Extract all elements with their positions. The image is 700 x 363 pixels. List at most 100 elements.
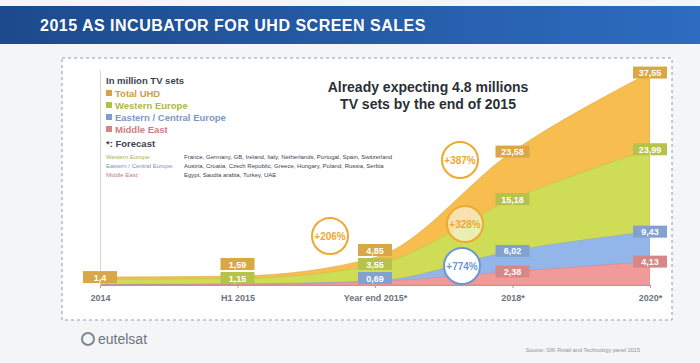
data-label: 6,02	[496, 245, 530, 257]
data-label: 1,15	[221, 272, 255, 284]
x-tick-mark	[650, 285, 651, 288]
data-label-box	[83, 271, 117, 283]
legend-entry: Western Europe	[106, 100, 188, 111]
legend-label: Middle East	[115, 124, 169, 135]
x-tick-label: Year end 2015*	[344, 293, 408, 303]
legend-swatch	[106, 114, 112, 120]
annotation: +328%	[447, 206, 483, 242]
data-label-text: 23,99	[639, 145, 662, 155]
x-tick-label: 2018*	[501, 293, 525, 303]
legend-entry: Eastern / Central Europe	[106, 112, 226, 123]
annotation-circle	[444, 248, 480, 284]
legend-swatch	[106, 90, 112, 96]
data-label-text: 0,69	[366, 274, 384, 284]
data-label: 0,69	[358, 272, 392, 284]
subtitle: Already expecting 4.8 millions	[328, 79, 529, 95]
data-label: 15,18	[496, 193, 530, 205]
data-label: 23,99	[633, 143, 667, 155]
data-label-box	[633, 67, 667, 79]
legend-entry: Total UHD	[106, 88, 160, 99]
x-tick-mark	[375, 285, 376, 288]
legend-entry: Middle East	[106, 124, 169, 135]
data-label-box	[358, 244, 392, 256]
data-label-box	[496, 146, 530, 158]
data-label-text: 4,13	[641, 257, 659, 267]
annotation-circle	[442, 142, 478, 178]
footnote-label: Eastern / Central Europe:	[106, 163, 174, 169]
x-tick-label: 2014	[90, 293, 110, 303]
data-label-box	[633, 143, 667, 155]
data-label-box	[221, 258, 255, 270]
footnote-label: Middle East:	[106, 172, 139, 178]
data-label: 4,85	[358, 244, 392, 256]
data-label: 23,58	[496, 146, 530, 158]
data-label-text: 15,18	[501, 195, 524, 205]
x-tick-label: 2020*	[639, 293, 663, 303]
annotation-label: +774%	[446, 261, 478, 272]
slide-background	[0, 0, 700, 363]
annotation-circle	[447, 206, 483, 242]
data-label-box	[358, 272, 392, 284]
legend-swatch	[106, 126, 112, 132]
area	[100, 73, 650, 285]
data-labels: 1,4 1,15 1,59 0,69 3,55 4,85 2,38 6,02 15,18 23,5…	[83, 67, 667, 284]
data-label-text: 3,55	[366, 260, 384, 270]
title-bar	[0, 6, 700, 44]
y-axis	[100, 71, 101, 286]
area	[100, 232, 650, 285]
data-label: 4,13	[633, 256, 667, 268]
source: Source: GfK Retail and Technology panel …	[526, 347, 640, 353]
title: 2015 AS INCUBATOR FOR UHD SCREEN SALES	[40, 17, 426, 34]
data-label-text: 1,15	[229, 274, 247, 284]
data-label-box	[496, 245, 530, 257]
y-axis-line	[100, 71, 101, 286]
footnote-text: Egypt, Saudia arabia, Turkey, UAE	[184, 172, 276, 178]
x-tick-mark	[513, 285, 514, 288]
annotation-circle	[312, 218, 348, 254]
data-label-text: 6,02	[504, 246, 522, 256]
data-label: 3,55	[358, 258, 392, 270]
data-label: 1,4	[83, 271, 117, 283]
data-label: 9,43	[633, 226, 667, 238]
chart-frame	[62, 58, 672, 320]
annotation-label: +328%	[449, 219, 481, 230]
x-tick: 2018*	[501, 285, 525, 303]
data-label-box	[221, 272, 255, 284]
annotation: +387%	[442, 142, 478, 178]
data-label: 1,59	[221, 258, 255, 270]
data-label-text: 9,43	[641, 227, 659, 237]
legend-label: Western Europe	[115, 100, 188, 111]
x-tick-label: H1 2015	[221, 293, 255, 303]
logo-icon	[82, 333, 94, 345]
data-label-text: 1,4	[94, 273, 107, 283]
note: *: Forecast	[106, 138, 156, 149]
data-label: 37,55	[633, 67, 667, 79]
data-label-text: 37,55	[639, 68, 662, 78]
data-label: 2,38	[496, 266, 530, 278]
footnote-label: Western Europe:	[106, 154, 151, 160]
slide: 2015 AS INCUBATOR FOR UHD SCREEN SALES 20…	[0, 0, 700, 363]
x-tick-mark	[238, 285, 239, 288]
x-tick: 2020*	[639, 285, 663, 303]
legend-label: Eastern / Central Europe	[115, 112, 226, 123]
x-tick: 2014	[90, 285, 110, 303]
data-label-text: 2,38	[504, 267, 522, 277]
data-label-box	[358, 258, 392, 270]
footnote-text: France, Germany, GB, Ireland, Italy, Net…	[184, 154, 392, 160]
annotation-label: +387%	[444, 155, 476, 166]
plot-area	[100, 73, 650, 285]
logo-text: eutelsat	[98, 331, 147, 347]
data-label-box	[496, 266, 530, 278]
logo: eutelsat	[82, 331, 147, 347]
annotation: +774%	[444, 248, 480, 284]
data-label-box	[496, 193, 530, 205]
legend-label: Total UHD	[115, 88, 160, 99]
subtitle: TV sets by the end of 2015	[340, 96, 516, 112]
x-tick: Year end 2015*	[344, 285, 408, 303]
data-label-box	[633, 226, 667, 238]
area	[100, 149, 650, 285]
legend-swatch	[106, 102, 112, 108]
data-label-box	[633, 256, 667, 268]
data-label-text: 1,59	[229, 260, 247, 270]
y-label: In million TV sets	[106, 75, 184, 86]
